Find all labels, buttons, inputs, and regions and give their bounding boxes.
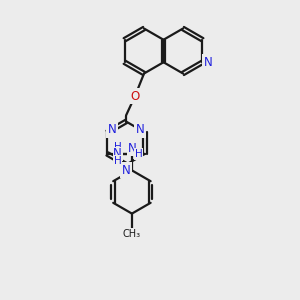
Text: N: N [203, 56, 212, 69]
Text: H: H [114, 155, 122, 166]
Text: O: O [130, 89, 140, 103]
Text: H: H [114, 142, 122, 152]
Text: N: N [122, 164, 130, 177]
Text: N: N [128, 142, 136, 155]
Text: N: N [113, 147, 122, 161]
Text: CH₃: CH₃ [123, 229, 141, 239]
Text: N: N [136, 123, 144, 136]
Text: N: N [108, 123, 116, 136]
Text: H: H [135, 149, 142, 159]
